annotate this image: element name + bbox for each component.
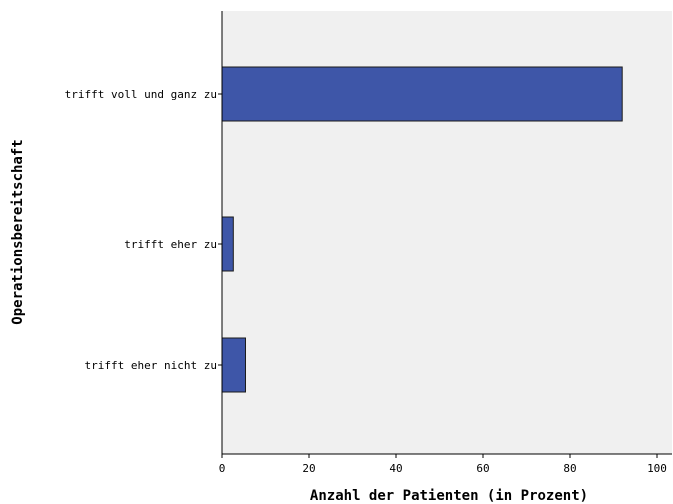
x-tick-label: 0 (219, 462, 226, 475)
y-categories-group: trifft voll und ganz zu trifft eher zu tri… (65, 88, 222, 372)
y-axis-title: Operationsbereitschaft (10, 139, 26, 324)
x-tick-label: 80 (563, 462, 576, 475)
bar (222, 217, 233, 271)
x-axis-title: Anzahl der Patienten (in Prozent) (310, 488, 588, 504)
x-tick-label: 60 (476, 462, 489, 475)
y-category-label: trifft voll und ganz zu (65, 88, 217, 101)
y-category-label: trifft eher nicht zu (85, 359, 217, 372)
bar (222, 338, 245, 392)
x-tick-label: 100 (647, 462, 667, 475)
y-category-label: trifft eher zu (124, 238, 217, 251)
x-tick-label: 20 (302, 462, 315, 475)
bar (222, 67, 622, 121)
x-tick-label: 40 (389, 462, 402, 475)
x-ticks-group: 0 20 40 60 80 100 (219, 454, 667, 475)
